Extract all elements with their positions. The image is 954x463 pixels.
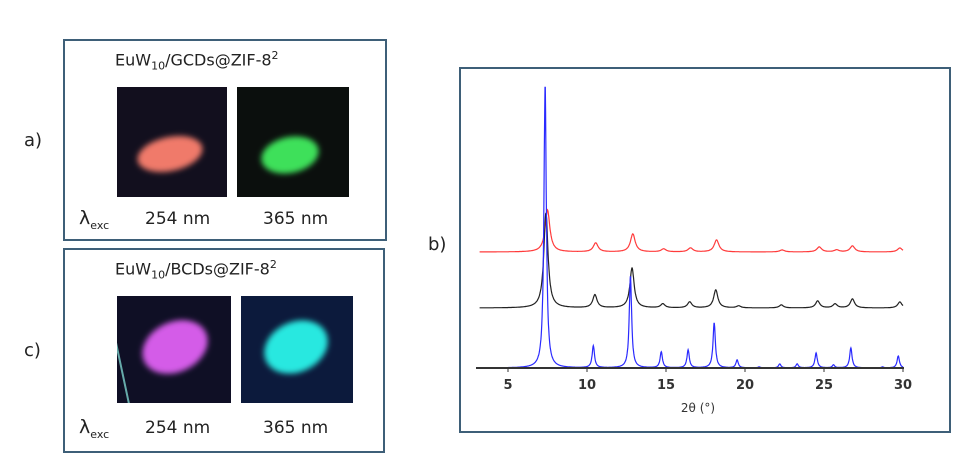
panel-label-a: a): [24, 130, 43, 151]
photo-365nm-green: [237, 87, 349, 197]
lambda: λ: [79, 207, 91, 229]
excitation-254: 254 nm: [145, 209, 211, 229]
title-rest: /GCDs@ZIF-8: [165, 50, 272, 70]
title-sup: 2: [271, 49, 279, 62]
x-tick-label: 30: [894, 378, 912, 393]
x-tick-label: 20: [736, 378, 754, 393]
title-text: EuW: [115, 50, 152, 70]
panel-label-c: c): [24, 340, 41, 361]
excitation-254: 254 nm: [145, 418, 211, 438]
series-blue: [479, 86, 904, 369]
lambda-exc-label: λexc: [79, 207, 109, 232]
panel-b-box: [459, 67, 951, 433]
x-tick-label: 5: [503, 378, 512, 393]
title-rest: /BCDs@ZIF-8: [165, 259, 270, 279]
panel-c-title: EuW10/BCDs@ZIF-82: [115, 258, 277, 282]
series-black: [479, 212, 904, 309]
panel-c-box: EuW10/BCDs@ZIF-82 λexc 254 nm 365 nm: [63, 248, 385, 453]
panel-a-title: EuW10/GCDs@ZIF-82: [115, 49, 279, 73]
x-tick-label: 15: [657, 378, 675, 393]
lambda: λ: [79, 416, 91, 438]
x-axis-label: 2θ (°): [681, 401, 715, 415]
title-sub: 10: [151, 59, 166, 73]
photo-254nm-red: [117, 87, 227, 197]
photo-365nm-cyan: [241, 296, 353, 403]
panel-label-b: b): [428, 234, 447, 255]
x-tick-label: 10: [578, 378, 596, 393]
title-sup: 2: [269, 258, 277, 271]
title-text: EuW: [115, 259, 152, 279]
photo-254nm-magenta: [117, 296, 231, 403]
series-red: [479, 208, 904, 253]
title-sub: 10: [151, 268, 166, 282]
excitation-365: 365 nm: [263, 418, 329, 438]
lambda-sub: exc: [90, 427, 110, 441]
lambda-sub: exc: [90, 218, 110, 232]
panel-a-box: EuW10/GCDs@ZIF-82 λexc 254 nm 365 nm: [63, 39, 387, 241]
excitation-365: 365 nm: [263, 209, 329, 229]
lambda-exc-label: λexc: [79, 416, 109, 441]
x-tick-label: 25: [815, 378, 833, 393]
